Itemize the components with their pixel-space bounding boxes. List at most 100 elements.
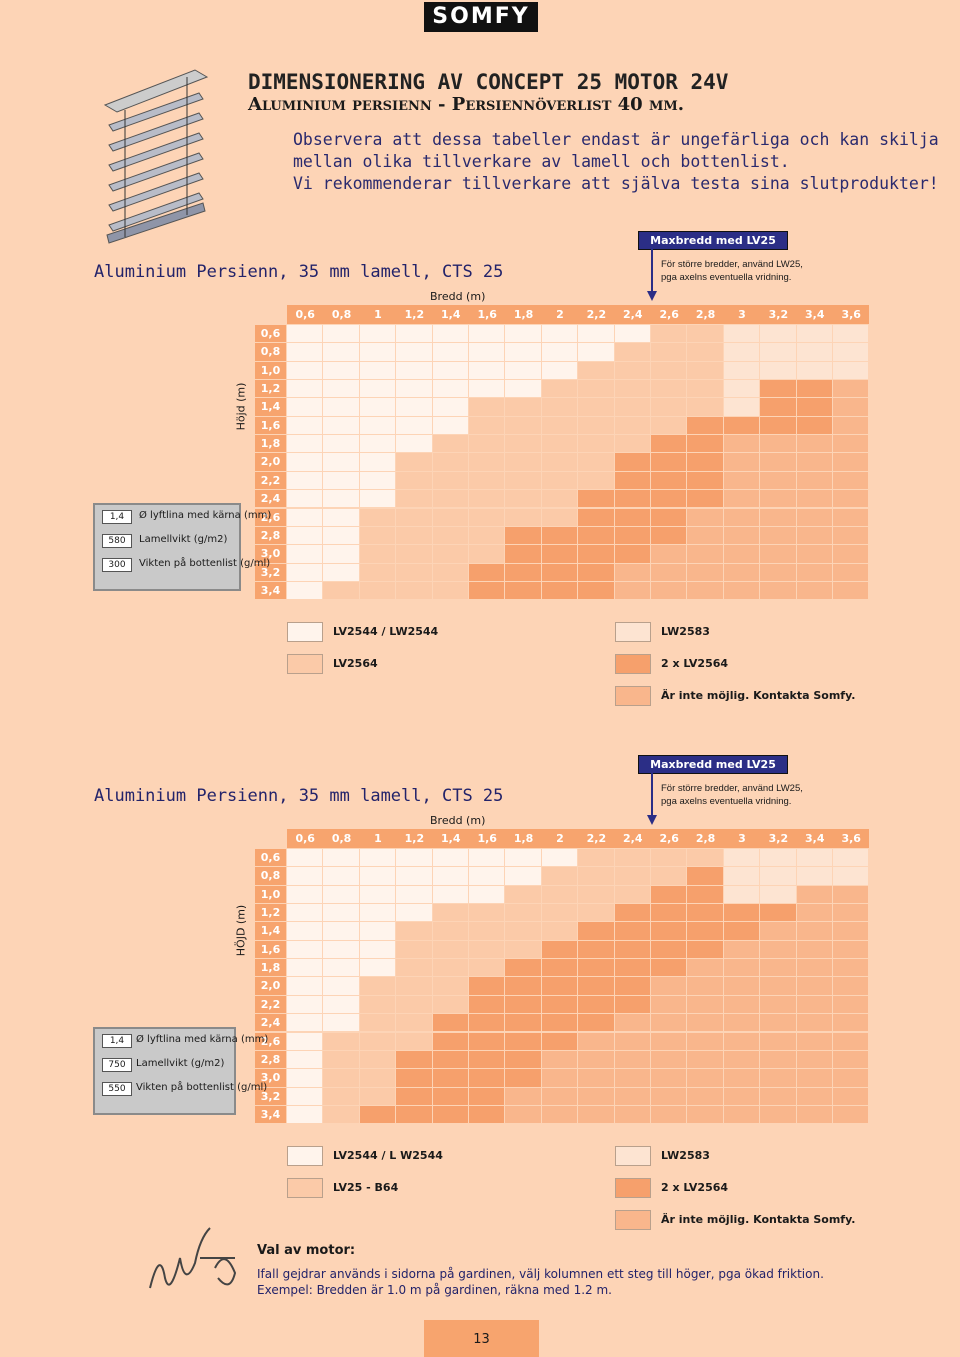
cell bbox=[796, 325, 833, 344]
cell bbox=[323, 343, 360, 362]
column-label: 3,6 bbox=[841, 832, 861, 845]
cell bbox=[396, 849, 433, 868]
cell bbox=[723, 563, 761, 582]
cell bbox=[432, 904, 469, 923]
cell bbox=[396, 380, 433, 399]
cell bbox=[760, 1069, 797, 1088]
cell bbox=[541, 416, 579, 436]
cell bbox=[323, 526, 360, 546]
info-title: Val av motor: bbox=[257, 1243, 356, 1258]
row-label: 1,8 bbox=[255, 959, 286, 978]
row-label: 2,8 bbox=[255, 526, 286, 546]
cell bbox=[505, 563, 542, 582]
row-label: 3,4 bbox=[255, 1105, 286, 1125]
cell bbox=[687, 1014, 724, 1033]
cell bbox=[614, 885, 651, 905]
cell bbox=[287, 885, 324, 905]
cell bbox=[396, 995, 433, 1015]
spec-value: 1,4 bbox=[102, 510, 132, 524]
cell bbox=[505, 471, 542, 491]
cell bbox=[796, 849, 833, 868]
row-label: 0,6 bbox=[255, 325, 286, 344]
cell bbox=[432, 545, 469, 564]
cell bbox=[614, 959, 651, 978]
cell bbox=[723, 435, 761, 454]
cell bbox=[287, 1032, 324, 1051]
cell bbox=[651, 563, 688, 582]
cell bbox=[723, 453, 761, 472]
legend-swatch bbox=[615, 654, 651, 674]
cell bbox=[578, 435, 615, 454]
cell bbox=[723, 977, 761, 996]
cell bbox=[359, 922, 397, 941]
cell bbox=[396, 545, 433, 564]
cell bbox=[287, 581, 324, 601]
cell bbox=[614, 849, 651, 868]
cell bbox=[578, 325, 615, 344]
cell bbox=[432, 1032, 469, 1051]
cell bbox=[833, 526, 870, 546]
cell bbox=[323, 959, 360, 978]
cell bbox=[469, 380, 506, 399]
cell bbox=[287, 453, 324, 472]
legend-label: Är inte möjlig. Kontakta Somfy. bbox=[661, 1213, 856, 1226]
cell bbox=[505, 398, 542, 417]
cell bbox=[614, 453, 651, 472]
table-title: Aluminium Persienn, 35 mm lamell, CTS 25 bbox=[94, 786, 504, 806]
blind-illustration bbox=[103, 69, 209, 244]
cell bbox=[760, 922, 797, 941]
cell bbox=[469, 490, 506, 509]
cell bbox=[505, 361, 542, 381]
cell bbox=[432, 325, 469, 344]
column-label: 1,2 bbox=[404, 308, 425, 321]
cell bbox=[323, 416, 360, 436]
cell bbox=[469, 977, 506, 996]
cell bbox=[687, 1087, 724, 1106]
column-label: 1,6 bbox=[477, 308, 497, 321]
row-label: 2,2 bbox=[255, 995, 286, 1015]
cell bbox=[723, 1014, 761, 1033]
cell bbox=[760, 361, 797, 381]
cell bbox=[323, 398, 360, 417]
cell bbox=[651, 581, 688, 601]
cell bbox=[687, 1050, 724, 1070]
cell bbox=[651, 416, 688, 436]
cell bbox=[578, 361, 615, 381]
cell bbox=[469, 325, 506, 344]
cell bbox=[760, 867, 797, 886]
cell bbox=[505, 1069, 542, 1088]
row-label: 2,6 bbox=[255, 1032, 286, 1051]
cell bbox=[833, 940, 870, 960]
legend-swatch bbox=[287, 1178, 323, 1198]
cell bbox=[505, 545, 542, 564]
cell bbox=[614, 1087, 651, 1106]
column-label: 1,8 bbox=[513, 308, 534, 321]
column-label: 0,8 bbox=[331, 308, 352, 321]
cell bbox=[432, 885, 469, 905]
cell bbox=[541, 343, 579, 362]
cell bbox=[833, 453, 870, 472]
cell bbox=[287, 1087, 324, 1106]
cell bbox=[687, 1032, 724, 1051]
cell bbox=[287, 940, 324, 960]
column-label: 3,2 bbox=[768, 308, 789, 321]
cell bbox=[651, 1032, 688, 1051]
cell bbox=[687, 940, 724, 960]
column-label: 2,6 bbox=[659, 832, 679, 845]
y-label: HÖJD (m) bbox=[234, 904, 248, 957]
cell bbox=[359, 867, 397, 886]
cell bbox=[359, 398, 397, 417]
column-label: 3,4 bbox=[805, 832, 825, 845]
cell bbox=[723, 885, 761, 905]
cell bbox=[469, 435, 506, 454]
cell bbox=[505, 508, 542, 527]
cell bbox=[796, 398, 833, 417]
cell bbox=[687, 343, 724, 362]
cell bbox=[614, 398, 651, 417]
legend-label: LW2583 bbox=[661, 1149, 710, 1162]
cell bbox=[432, 1105, 469, 1125]
cell bbox=[578, 471, 615, 491]
cell bbox=[723, 380, 761, 399]
legend-label: LV2544 / LW2544 bbox=[333, 625, 439, 638]
cell bbox=[578, 563, 615, 582]
